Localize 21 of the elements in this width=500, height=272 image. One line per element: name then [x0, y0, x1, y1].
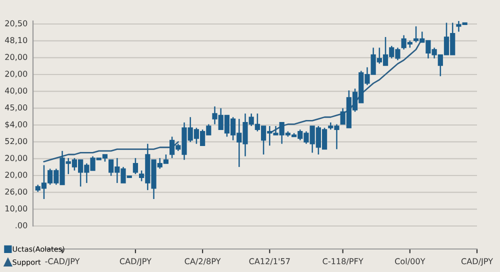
text: 20,00	[5, 54, 28, 61]
text: 20,00	[5, 70, 28, 78]
candlestick	[132, 157, 138, 175]
text: 40,00	[5, 88, 28, 94]
text: 26,00	[5, 188, 28, 196]
x-tick-label: CAD/JPY	[461, 258, 494, 266]
text: 52,00	[5, 138, 28, 145]
x-tick-label: -CAD/JPY	[45, 258, 80, 266]
text: 20,50	[5, 20, 28, 28]
text: 20,00	[5, 172, 28, 179]
text: $4,00	[5, 121, 28, 128]
x-tick-label: CAD/JPY	[120, 258, 152, 266]
text: 45,00	[5, 104, 28, 112]
text: 20,00	[5, 154, 28, 162]
text: 10,00	[5, 205, 28, 212]
x-tick-label: CA/2/8PY	[184, 258, 221, 265]
text: 48,10	[5, 37, 28, 44]
x-tick-label: C-118/PFY	[322, 258, 364, 265]
x-tick-label: Col/00Y	[395, 258, 426, 265]
text: .00	[16, 222, 28, 228]
x-tick-label: CA12/1'57	[249, 258, 290, 265]
